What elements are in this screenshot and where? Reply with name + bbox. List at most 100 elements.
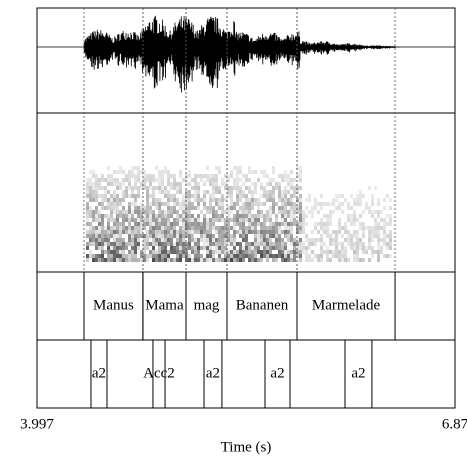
spectrogram-cell bbox=[326, 214, 329, 218]
spectrogram-cell bbox=[161, 226, 164, 230]
spectrogram-cell bbox=[212, 234, 215, 238]
spectrogram-cell bbox=[188, 202, 191, 206]
spectrogram-cell bbox=[290, 186, 293, 190]
spectrogram-cell bbox=[110, 226, 113, 230]
spectrogram-cell bbox=[233, 166, 236, 170]
spectrogram-cell bbox=[347, 238, 350, 242]
spectrogram-cell bbox=[257, 218, 260, 222]
spectrogram-cell bbox=[257, 210, 260, 214]
spectrogram-cell bbox=[320, 234, 323, 238]
spectrogram-cell bbox=[155, 254, 158, 258]
spectrogram-cell bbox=[167, 214, 170, 218]
spectrogram-cell bbox=[89, 254, 92, 258]
spectrogram-cell bbox=[260, 210, 263, 214]
spectrogram-cell bbox=[206, 242, 209, 246]
spectrogram-cell bbox=[374, 230, 377, 234]
spectrogram-cell bbox=[164, 218, 167, 222]
spectrogram-cell bbox=[338, 194, 341, 198]
spectrogram-cell bbox=[317, 202, 320, 206]
spectrogram-cell bbox=[266, 258, 269, 262]
spectrogram-cell bbox=[149, 218, 152, 222]
spectrogram-cell bbox=[140, 182, 143, 186]
spectrogram-cell bbox=[161, 186, 164, 190]
spectrogram-cell bbox=[284, 174, 287, 178]
spectrogram-cell bbox=[359, 258, 362, 262]
spectrogram-cell bbox=[320, 218, 323, 222]
spectrogram-cell bbox=[236, 258, 239, 262]
spectrogram-cell bbox=[242, 226, 245, 230]
spectrogram-cell bbox=[182, 178, 185, 182]
spectrogram-cell bbox=[380, 246, 383, 250]
spectrogram-cell bbox=[299, 174, 302, 178]
spectrogram-cell bbox=[296, 242, 299, 246]
spectrogram-cell bbox=[266, 182, 269, 186]
spectrogram-cell bbox=[308, 258, 311, 262]
spectrogram-cell bbox=[212, 178, 215, 182]
spectrogram-cell bbox=[200, 198, 203, 202]
spectrogram-cell bbox=[290, 242, 293, 246]
spectrogram-cell bbox=[167, 234, 170, 238]
spectrogram-cell bbox=[224, 254, 227, 258]
spectrogram-cell bbox=[140, 210, 143, 214]
spectrogram-cell bbox=[125, 186, 128, 190]
spectrogram-cell bbox=[125, 190, 128, 194]
spectrogram-cell bbox=[194, 190, 197, 194]
spectrogram-cell bbox=[239, 226, 242, 230]
spectrogram-cell bbox=[341, 254, 344, 258]
spectrogram-cell bbox=[134, 238, 137, 242]
spectrogram-cell bbox=[104, 234, 107, 238]
spectrogram-cell bbox=[116, 242, 119, 246]
spectrogram-cell bbox=[206, 210, 209, 214]
spectrogram-cell bbox=[338, 250, 341, 254]
spectrogram-cell bbox=[290, 182, 293, 186]
spectrogram-cell bbox=[194, 186, 197, 190]
interval-label: Manus bbox=[93, 297, 134, 313]
spectrogram-cell bbox=[110, 242, 113, 246]
spectrogram-cell bbox=[182, 242, 185, 246]
spectrogram-cell bbox=[134, 174, 137, 178]
spectrogram-cell bbox=[323, 222, 326, 226]
spectrogram-cell bbox=[206, 166, 209, 170]
spectrogram-cell bbox=[287, 222, 290, 226]
spectrogram-cell bbox=[200, 246, 203, 250]
spectrogram-cell bbox=[323, 242, 326, 246]
spectrogram-cell bbox=[389, 230, 392, 234]
spectrogram-cell bbox=[389, 242, 392, 246]
spectrogram-cell bbox=[146, 210, 149, 214]
spectrogram-cell bbox=[371, 234, 374, 238]
spectrogram-cell bbox=[107, 226, 110, 230]
spectrogram-cell bbox=[158, 254, 161, 258]
spectrogram-cell bbox=[161, 250, 164, 254]
spectrogram-cell bbox=[278, 174, 281, 178]
spectrogram-cell bbox=[122, 206, 125, 210]
spectrogram-cell bbox=[230, 194, 233, 198]
spectrogram-cell bbox=[98, 242, 101, 246]
spectrogram-cell bbox=[299, 186, 302, 190]
spectrogram-cell bbox=[269, 206, 272, 210]
spectrogram-cell bbox=[272, 222, 275, 226]
spectrogram-cell bbox=[113, 250, 116, 254]
spectrogram-cell bbox=[239, 250, 242, 254]
spectrogram-cell bbox=[338, 226, 341, 230]
spectrogram-cell bbox=[104, 198, 107, 202]
spectrogram-cell bbox=[353, 198, 356, 202]
spectrogram-cell bbox=[110, 210, 113, 214]
spectrogram-cell bbox=[329, 218, 332, 222]
spectrogram-cell bbox=[128, 210, 131, 214]
spectrogram-cell bbox=[299, 238, 302, 242]
spectrogram-cell bbox=[212, 254, 215, 258]
spectrogram-cell bbox=[98, 226, 101, 230]
spectrogram-cell bbox=[128, 230, 131, 234]
spectrogram-cell bbox=[329, 250, 332, 254]
spectrogram-cell bbox=[164, 254, 167, 258]
spectrogram-cell bbox=[95, 182, 98, 186]
spectrogram-cell bbox=[221, 178, 224, 182]
spectrogram-cell bbox=[149, 254, 152, 258]
spectrogram-cell bbox=[86, 214, 89, 218]
spectrogram-cell bbox=[164, 170, 167, 174]
spectrogram-cell bbox=[158, 198, 161, 202]
spectrogram-cell bbox=[269, 194, 272, 198]
spectrogram-cell bbox=[113, 222, 116, 226]
spectrogram-cell bbox=[359, 202, 362, 206]
spectrogram-cell bbox=[227, 254, 230, 258]
